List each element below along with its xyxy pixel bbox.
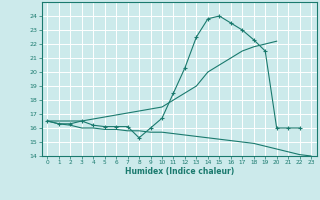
X-axis label: Humidex (Indice chaleur): Humidex (Indice chaleur)	[124, 167, 234, 176]
